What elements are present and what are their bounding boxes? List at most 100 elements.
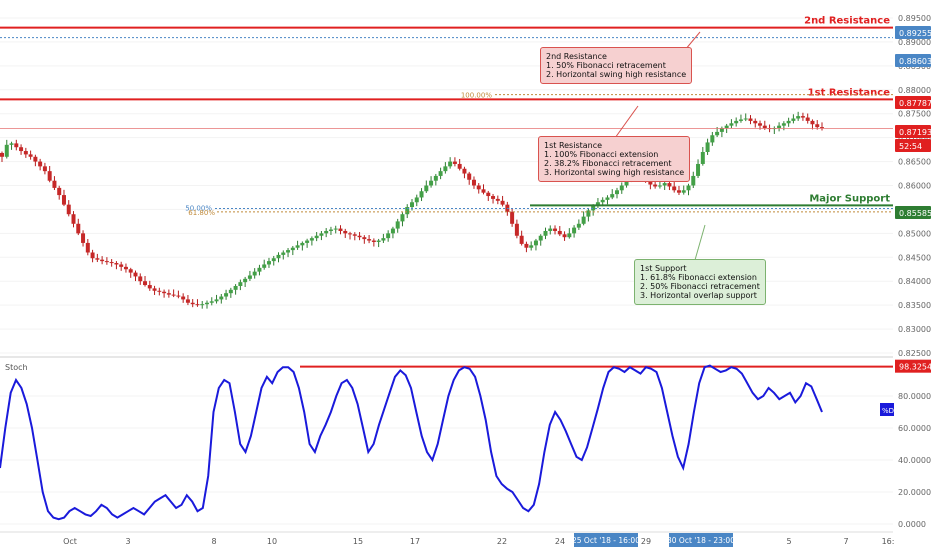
candle xyxy=(691,175,696,186)
stoch-tick-label: 60.0000 xyxy=(898,424,931,433)
x-tick-label: Oct xyxy=(63,537,77,546)
candle xyxy=(743,118,748,120)
candle xyxy=(190,302,195,305)
candle xyxy=(562,234,567,238)
candle xyxy=(724,125,729,129)
candle xyxy=(352,234,357,236)
price-tick-label: 0.87000 xyxy=(898,134,931,143)
candle xyxy=(805,117,810,121)
price-tick-label: 0.82500 xyxy=(898,349,931,358)
annotation-1st-resistance[interactable]: 1st Resistance 1. 100% Fibonacci extensi… xyxy=(538,136,691,182)
candle xyxy=(605,197,610,200)
candle xyxy=(166,293,171,295)
candle xyxy=(510,211,515,224)
x-highlight-label: 30 Oct '18 - 23:00 xyxy=(667,536,735,545)
candle xyxy=(367,239,372,241)
candle xyxy=(90,252,95,259)
candle xyxy=(343,230,348,234)
candle xyxy=(371,240,376,242)
price-label-box xyxy=(895,139,931,152)
annotation-2nd-resistance[interactable]: 2nd Resistance 1. 50% Fibonacci retracem… xyxy=(540,47,693,84)
candle xyxy=(424,185,429,192)
candle xyxy=(586,210,591,217)
candle xyxy=(123,266,128,270)
candle xyxy=(52,180,57,188)
candle xyxy=(252,271,257,276)
price-axis: 0.895000.890000.885000.880000.875000.870… xyxy=(895,14,932,358)
candle xyxy=(295,245,300,248)
x-tick-label: 29 xyxy=(641,537,651,546)
annotation-1st-support[interactable]: 1st Support 1. 61.8% Fibonacci extension… xyxy=(634,259,766,305)
candle xyxy=(143,281,148,286)
candle xyxy=(266,261,271,265)
candle xyxy=(653,184,658,187)
candle xyxy=(572,227,577,234)
candle xyxy=(429,180,434,186)
x-tick-label: 7 xyxy=(843,537,848,546)
candle xyxy=(615,190,619,195)
candle xyxy=(405,207,410,215)
price-tick-label: 0.85000 xyxy=(898,229,931,238)
candle xyxy=(238,282,243,286)
candle xyxy=(657,185,662,187)
candle xyxy=(33,156,38,162)
candle xyxy=(686,185,691,191)
candle xyxy=(548,228,553,231)
candle xyxy=(133,272,138,277)
candle xyxy=(100,259,105,262)
x-tick-label: 17 xyxy=(410,537,420,546)
candle xyxy=(500,200,505,205)
candle xyxy=(553,228,558,231)
candle xyxy=(362,237,367,240)
candle xyxy=(0,152,4,157)
candle xyxy=(786,120,791,124)
candle xyxy=(262,264,267,268)
level-label-2nd-resistance: 2nd Resistance xyxy=(804,16,890,27)
candle xyxy=(443,166,448,172)
candle xyxy=(491,196,496,199)
candle xyxy=(257,267,262,272)
candle xyxy=(309,238,314,241)
price-tick-label: 0.84000 xyxy=(898,277,931,286)
price-tick-label: 0.83000 xyxy=(898,325,931,334)
candle xyxy=(290,247,295,251)
candlestick-series xyxy=(0,111,824,309)
candle xyxy=(476,185,481,190)
candle xyxy=(495,198,500,201)
candle xyxy=(66,204,71,215)
stoch-title: Stoch xyxy=(5,363,28,372)
price-tick-label: 0.87500 xyxy=(898,110,931,119)
candle xyxy=(109,262,114,264)
candle xyxy=(200,304,205,306)
price-tick-label: 0.89500 xyxy=(898,14,931,23)
candle xyxy=(519,235,524,244)
candle xyxy=(715,131,720,136)
candle xyxy=(228,289,233,294)
candle xyxy=(119,264,124,267)
price-label: 0.88603 xyxy=(899,57,932,66)
candle xyxy=(85,242,90,253)
x-highlight-label: 25 Oct '18 - 16:00 xyxy=(572,536,640,545)
candle xyxy=(533,240,538,246)
x-highlight-box xyxy=(574,533,638,547)
x-tick-label: 22 xyxy=(497,537,507,546)
candle xyxy=(576,223,581,228)
candle xyxy=(205,302,209,305)
candle xyxy=(700,152,705,164)
candle xyxy=(810,120,815,125)
candle xyxy=(462,168,467,174)
candle xyxy=(648,180,653,185)
candle xyxy=(796,116,801,119)
stoch-tick-label: 80.0000 xyxy=(898,392,931,401)
candle xyxy=(300,242,305,246)
candle xyxy=(595,202,600,206)
candle xyxy=(338,228,343,231)
time-axis: Oct 3 8 10 15 17 22 24 29 5 7 16: 25 Oct '18 - 16:00… xyxy=(0,531,894,547)
price-label-box xyxy=(895,96,931,109)
price-tick-label: 0.88000 xyxy=(898,86,931,95)
candle xyxy=(777,125,782,129)
stoch-upper-label: 98.3254 xyxy=(899,363,932,372)
candle xyxy=(471,179,476,186)
candle xyxy=(114,263,119,265)
